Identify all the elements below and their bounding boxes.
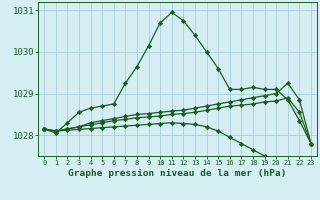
X-axis label: Graphe pression niveau de la mer (hPa): Graphe pression niveau de la mer (hPa) xyxy=(68,169,287,178)
